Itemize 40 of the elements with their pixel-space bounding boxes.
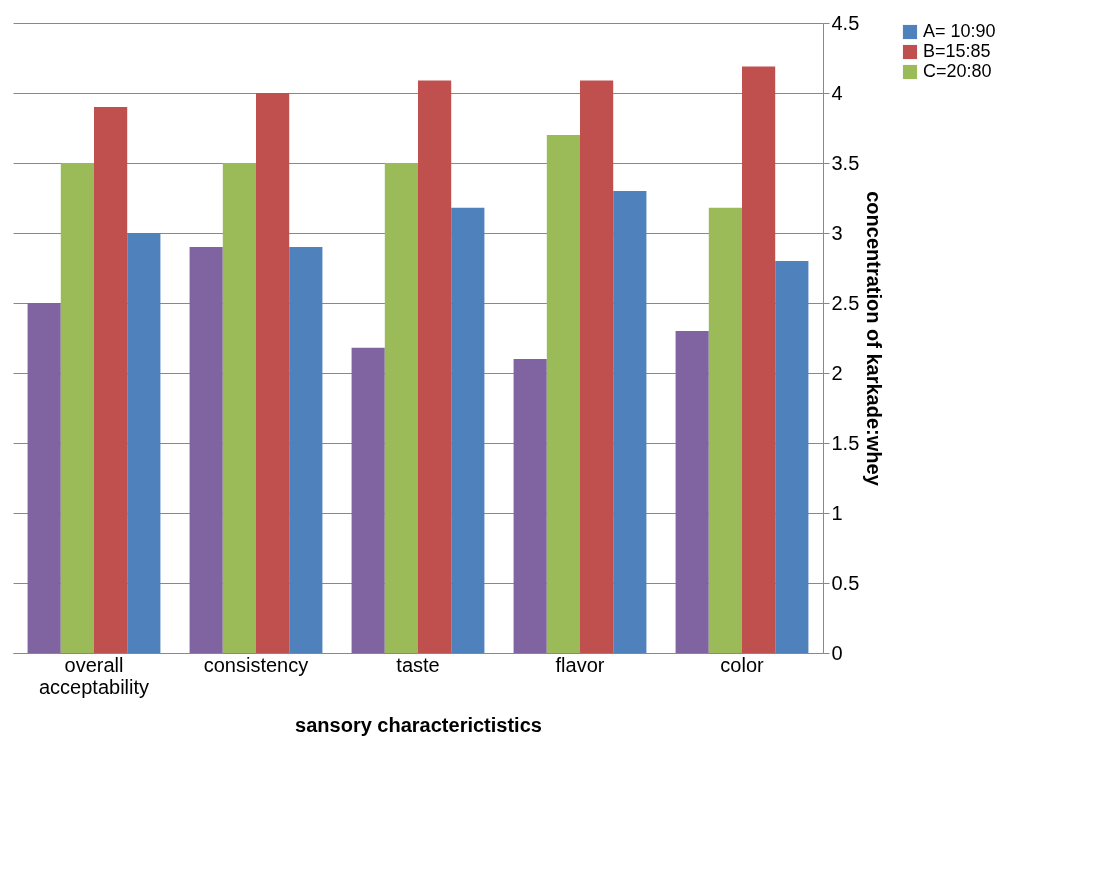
y-tick-label: 0.5 [831, 571, 860, 594]
legend-label: C=20:80 [923, 61, 992, 81]
bar [351, 347, 385, 653]
y-tick-label: 1 [831, 501, 843, 524]
y-tick-label: 3.5 [831, 151, 860, 174]
y-tick-label: 3 [831, 221, 843, 244]
x-tick-label: consistency [203, 653, 309, 676]
bar [546, 135, 580, 653]
y-tick-label: 4.5 [831, 11, 860, 34]
bar [418, 80, 452, 653]
bar [451, 207, 485, 653]
bar [513, 359, 547, 653]
y-tick-label: 2.5 [831, 291, 860, 314]
y-tick-label: 4 [831, 81, 843, 104]
bar [222, 163, 256, 653]
bar [189, 247, 223, 653]
x-tick-label: flavor [555, 653, 605, 676]
bar [27, 303, 61, 653]
bar [742, 66, 776, 653]
bar [256, 93, 290, 653]
bar [384, 163, 418, 653]
legend-label: A= 10:90 [923, 21, 996, 41]
bar [94, 107, 128, 653]
y-tick-label: 2 [831, 361, 843, 384]
legend-label: B=15:85 [923, 41, 991, 61]
bar [580, 80, 614, 653]
y-tick-label: 0 [831, 641, 843, 664]
x-tick-label: color [720, 653, 765, 676]
bar [289, 247, 323, 653]
x-tick-label: taste [396, 653, 440, 676]
x-axis-title: sansory characterictistics [295, 713, 542, 736]
bar [775, 261, 809, 653]
bar [708, 207, 742, 653]
y-tick-label: 1.5 [831, 431, 860, 454]
bar [60, 163, 94, 653]
x-tick-label: overall acceptability [38, 653, 150, 698]
y-axis-title: concentration of karkade:whey [863, 191, 886, 487]
bar [127, 233, 161, 653]
bar [675, 331, 709, 653]
bar [613, 191, 647, 653]
